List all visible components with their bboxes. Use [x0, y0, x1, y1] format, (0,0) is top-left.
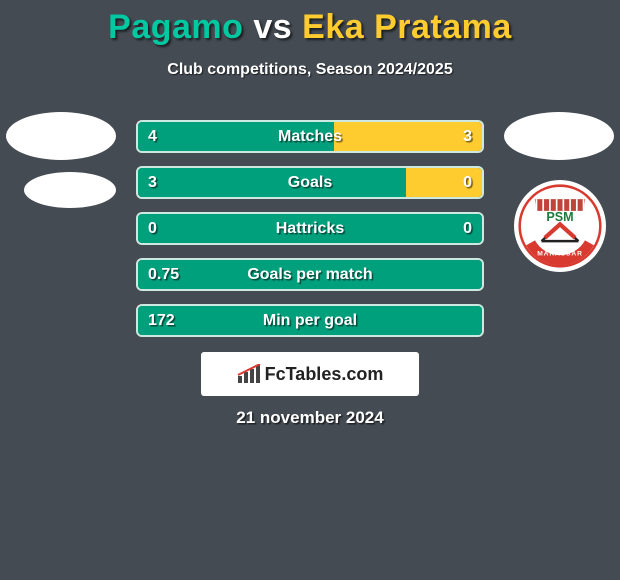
bar-value-left: 0.75	[148, 260, 179, 289]
bar-chart-icon	[237, 364, 261, 384]
bar-fill-left	[138, 168, 406, 197]
stat-bar: 4Matches3	[136, 120, 484, 153]
page-title: Pagamo vs Eka Pratama	[0, 0, 620, 47]
bar-value-right: 0	[463, 214, 472, 243]
branding-badge: FcTables.com	[201, 352, 419, 396]
title-player1: Pagamo	[108, 8, 243, 46]
stat-bar: 172Min per goal	[136, 304, 484, 337]
bar-fill-left	[138, 260, 482, 289]
title-vs: vs	[253, 8, 292, 46]
club-badge-icon: PSM MAKASSAR	[518, 184, 602, 268]
stat-bar: 0Hattricks0	[136, 212, 484, 245]
bar-fill-left	[138, 122, 334, 151]
date-text: 21 november 2024	[0, 408, 620, 428]
subtitle: Club competitions, Season 2024/2025	[0, 61, 620, 79]
player1-club-placeholder	[24, 172, 116, 208]
title-player2: Eka Pratama	[302, 8, 512, 46]
bar-fill-left	[138, 214, 482, 243]
bar-fill-left	[138, 306, 482, 335]
player2-club-badge: PSM MAKASSAR	[514, 180, 606, 272]
bar-value-right: 3	[463, 122, 472, 151]
svg-text:MAKASSAR: MAKASSAR	[537, 250, 583, 257]
bar-value-left: 3	[148, 168, 157, 197]
stats-bars: 4Matches3 3Goals0 0Hattricks0 0.75Goals per…	[136, 120, 484, 350]
bar-value-left: 4	[148, 122, 157, 151]
branding-text: FcTables.com	[265, 364, 384, 385]
bar-fill-right	[334, 122, 482, 151]
player2-avatar-placeholder	[504, 112, 614, 160]
player1-avatar-placeholder	[6, 112, 116, 160]
bar-value-left: 172	[148, 306, 175, 335]
stat-bar: 0.75Goals per match	[136, 258, 484, 291]
stat-bar: 3Goals0	[136, 166, 484, 199]
bar-value-right: 0	[463, 168, 472, 197]
bar-value-left: 0	[148, 214, 157, 243]
